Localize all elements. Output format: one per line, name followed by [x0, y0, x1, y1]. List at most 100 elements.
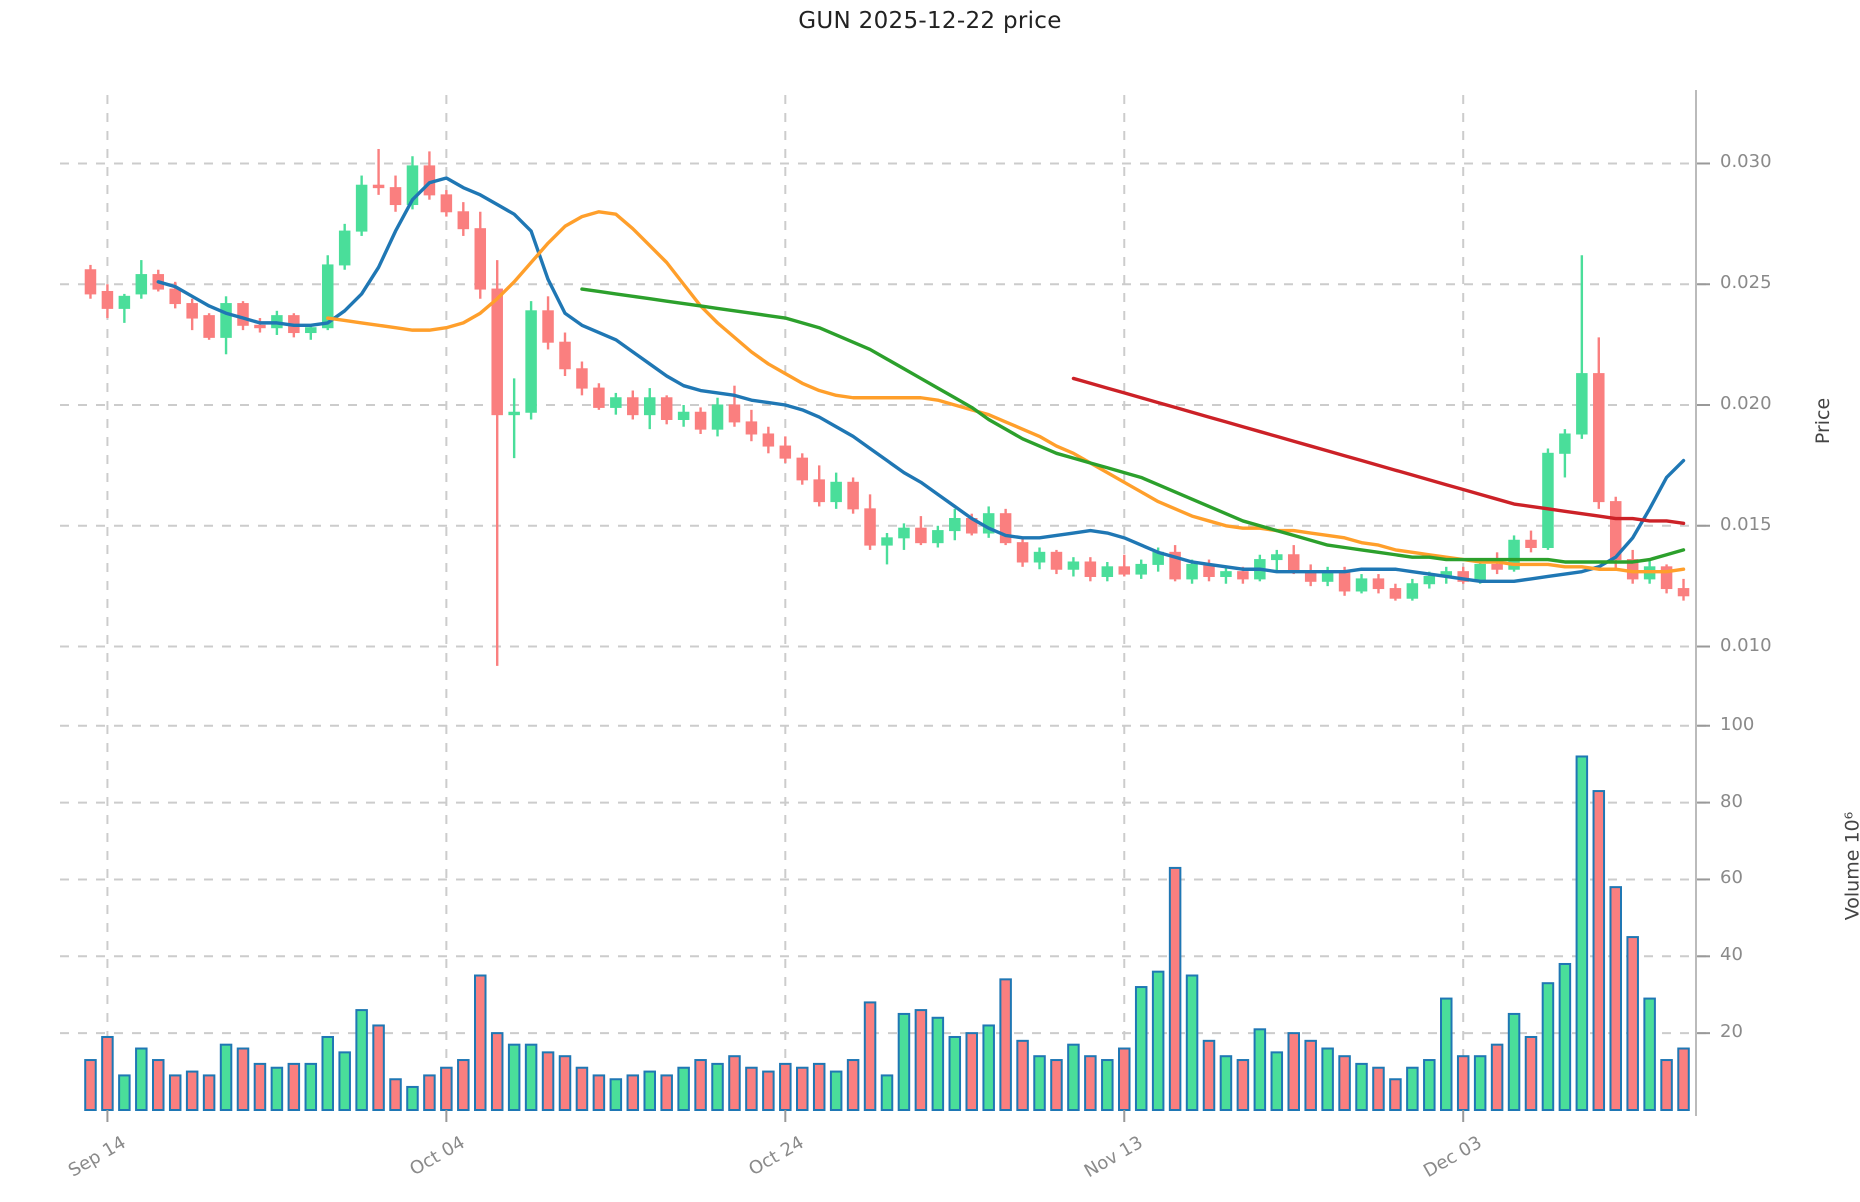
volume-bar[interactable]: [880, 1074, 894, 1111]
volume-bar[interactable]: [846, 1059, 860, 1111]
volume-bar[interactable]: [694, 1059, 707, 1111]
candle-body[interactable]: [321, 264, 334, 329]
candle-body[interactable]: [864, 508, 876, 546]
volume-bar[interactable]: [982, 1024, 995, 1112]
candlesticks[interactable]: [84, 148, 1690, 666]
axis-ticks[interactable]: [106, 90, 1710, 1122]
candle-body[interactable]: [1287, 554, 1300, 573]
volume-bar[interactable]: [1507, 1012, 1521, 1111]
volume-bar[interactable]: [1372, 1066, 1385, 1111]
volume-bar[interactable]: [152, 1059, 165, 1111]
candle-body[interactable]: [1033, 551, 1046, 563]
candle-body[interactable]: [237, 303, 249, 326]
volume-bar[interactable]: [185, 1070, 199, 1112]
moving-average-lines[interactable]: [156, 176, 1686, 584]
volume-bar[interactable]: [372, 1024, 385, 1112]
candle-body[interactable]: [1220, 571, 1232, 577]
candle-body[interactable]: [643, 397, 656, 416]
candle-body[interactable]: [542, 310, 554, 343]
volume-bar[interactable]: [677, 1066, 690, 1111]
volume-bar[interactable]: [168, 1074, 182, 1111]
volume-bar[interactable]: [1016, 1039, 1029, 1112]
candle-body[interactable]: [728, 404, 741, 423]
candle-body[interactable]: [1237, 571, 1249, 580]
volume-bar[interactable]: [1406, 1066, 1419, 1111]
candle-body[interactable]: [677, 411, 690, 420]
candle-body[interactable]: [1491, 563, 1503, 570]
candle-body[interactable]: [135, 274, 148, 295]
candle-body[interactable]: [1050, 551, 1063, 570]
candle-body[interactable]: [474, 228, 487, 290]
candle-body[interactable]: [949, 518, 961, 532]
volume-bar[interactable]: [863, 1001, 877, 1111]
candle-body[interactable]: [576, 368, 588, 389]
volume-bar[interactable]: [1389, 1078, 1402, 1112]
candle-body[interactable]: [694, 411, 707, 430]
volume-bar[interactable]: [406, 1085, 419, 1112]
candle-body[interactable]: [1423, 575, 1436, 585]
volume-bar[interactable]: [643, 1070, 656, 1112]
gridlines[interactable]: [60, 95, 1706, 1110]
volume-bar[interactable]: [236, 1047, 250, 1112]
volume-bar[interactable]: [575, 1066, 589, 1111]
candle-body[interactable]: [84, 269, 97, 295]
candle-body[interactable]: [440, 194, 453, 213]
candle-body[interactable]: [389, 187, 402, 206]
volume-bar[interactable]: [1118, 1047, 1131, 1112]
volume-bar[interactable]: [423, 1074, 436, 1111]
candle-body[interactable]: [254, 324, 266, 329]
volume-bar[interactable]: [1050, 1059, 1063, 1111]
candle-body[interactable]: [1593, 373, 1605, 503]
candle-body[interactable]: [1677, 588, 1690, 597]
volume-bar[interactable]: [202, 1074, 216, 1111]
candle-body[interactable]: [1271, 554, 1283, 561]
volume-bar[interactable]: [118, 1074, 131, 1111]
candle-body[interactable]: [457, 211, 470, 230]
volume-bar[interactable]: [1287, 1032, 1300, 1112]
volume-bar[interactable]: [84, 1059, 97, 1111]
volume-bar[interactable]: [1202, 1039, 1216, 1112]
volume-bar[interactable]: [1626, 936, 1639, 1111]
candle-body[interactable]: [1169, 551, 1181, 580]
volume-bar[interactable]: [745, 1066, 758, 1111]
volume-bar[interactable]: [1660, 1059, 1673, 1111]
candle-body[interactable]: [1118, 566, 1131, 575]
candle-body[interactable]: [1609, 501, 1622, 561]
volume-bar[interactable]: [1473, 1055, 1487, 1112]
volume-bar[interactable]: [965, 1032, 978, 1112]
volume-bar[interactable]: [287, 1062, 301, 1112]
volume-bar[interactable]: [321, 1035, 334, 1111]
volume-bar[interactable]: [1558, 962, 1572, 1112]
volume-bar[interactable]: [897, 1012, 911, 1111]
volume-bar[interactable]: [1677, 1047, 1690, 1112]
candle-body[interactable]: [898, 527, 910, 539]
volume-bar[interactable]: [474, 974, 487, 1112]
volume-bar[interactable]: [1101, 1059, 1114, 1111]
candle-body[interactable]: [372, 184, 385, 189]
volume-bar[interactable]: [1355, 1062, 1368, 1112]
volume-bar[interactable]: [457, 1059, 470, 1111]
volume-bar[interactable]: [1490, 1043, 1504, 1111]
candle-body[interactable]: [203, 315, 215, 338]
volume-bar[interactable]: [711, 1062, 724, 1112]
candle-body[interactable]: [1389, 588, 1402, 599]
candle-body[interactable]: [813, 479, 825, 503]
volume-bar[interactable]: [1185, 974, 1199, 1112]
volume-bar[interactable]: [1253, 1028, 1267, 1111]
candle-body[interactable]: [1474, 563, 1486, 582]
candle-body[interactable]: [1559, 433, 1571, 454]
candle-body[interactable]: [220, 303, 232, 338]
candle-body[interactable]: [1338, 571, 1351, 592]
volume-bar[interactable]: [1067, 1043, 1080, 1111]
volume-bar[interactable]: [1236, 1059, 1250, 1111]
volume-bar[interactable]: [270, 1066, 284, 1111]
volume-bar[interactable]: [660, 1074, 673, 1111]
candle-body[interactable]: [932, 530, 944, 544]
volume-bar[interactable]: [1609, 886, 1622, 1112]
volume-bar[interactable]: [101, 1035, 114, 1111]
candle-body[interactable]: [1372, 578, 1385, 590]
candle-body[interactable]: [762, 433, 775, 447]
candle-body[interactable]: [1660, 566, 1673, 590]
candle-body[interactable]: [355, 184, 368, 232]
candle-body[interactable]: [796, 457, 809, 481]
